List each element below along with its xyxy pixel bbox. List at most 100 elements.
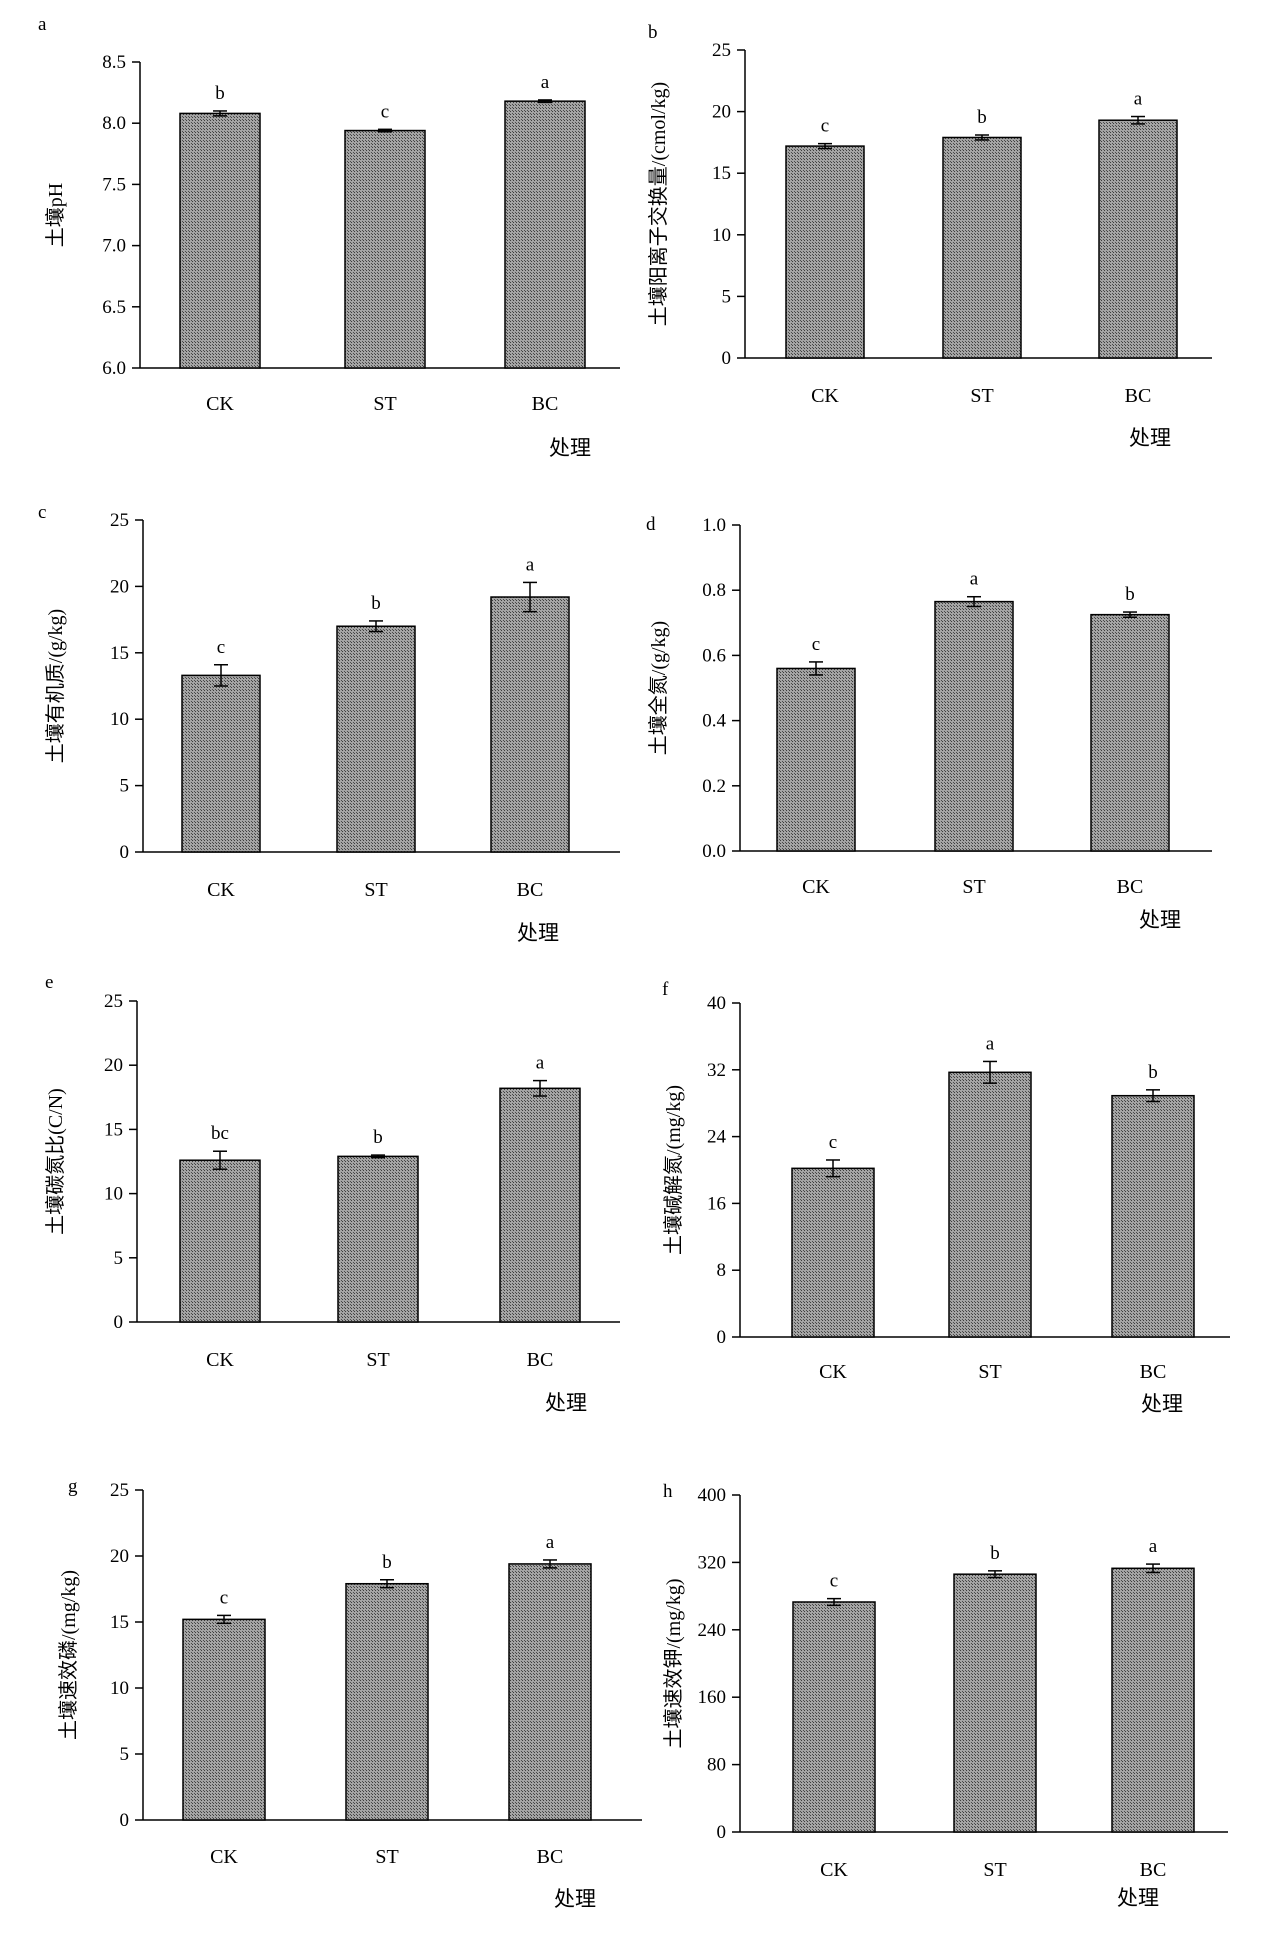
bar-BC [1098, 119, 1178, 359]
significance-label: b [1125, 584, 1135, 605]
bar-BC [1111, 1094, 1195, 1338]
x-tick-label: BC [1117, 876, 1144, 898]
y-tick-label: 15 [110, 643, 129, 664]
x-tick-label: CK [207, 879, 235, 901]
y-tick-label: 20 [110, 1546, 129, 1567]
y-tick-label: 25 [110, 510, 129, 531]
significance-label: c [217, 637, 225, 658]
chart-panel-c: c 0 5 10 15 20 25 c CK b ST a BC 土壤有机质/(g/kg) 处理 [38, 502, 620, 945]
x-tick-label: ST [364, 879, 387, 901]
significance-label: b [371, 593, 381, 614]
significance-label: b [382, 1552, 392, 1573]
y-tick-label: 8.5 [102, 52, 126, 73]
x-tick-label: CK [206, 1349, 234, 1371]
error-bar [818, 142, 832, 150]
significance-label: a [541, 72, 550, 93]
significance-label: a [1134, 89, 1143, 110]
significance-label: bc [211, 1123, 229, 1144]
y-tick-label: 25 [104, 991, 123, 1012]
x-tick-label: ST [983, 1859, 1006, 1881]
y-tick-label: 0.4 [702, 711, 726, 732]
x-axis-label: 处理 [517, 921, 559, 945]
panel-label: b [648, 22, 658, 43]
significance-label: b [990, 1543, 1000, 1564]
y-tick-label: 6.0 [102, 358, 126, 379]
error-bar [1146, 1089, 1160, 1103]
bar-CK [179, 112, 261, 369]
error-bar [809, 661, 823, 676]
chart-panel-e: e 0 5 10 15 20 25 bc CK b ST a BC 土壤碳氮比(C/N) 处理 [44, 972, 620, 1415]
bar-ST [337, 1155, 419, 1323]
y-axis-label: 土壤碳氮比(C/N) [44, 1088, 67, 1235]
error-bar [827, 1597, 841, 1607]
chart-panel-f: f 0 8 16 24 32 40 c CK a ST b BC 土壤碱解氮/(mg/kg) 处理 [662, 979, 1230, 1416]
bar-BC [504, 100, 586, 369]
y-tick-label: 320 [698, 1552, 727, 1573]
panel-label: g [68, 1476, 78, 1497]
x-tick-label: BC [1125, 385, 1152, 407]
x-tick-label: CK [802, 876, 830, 898]
y-tick-label: 15 [712, 163, 731, 184]
x-axis-label: 处理 [1141, 1392, 1183, 1416]
y-tick-label: 0 [717, 1327, 727, 1348]
y-axis-label: 土壤碱解氮/(mg/kg) [662, 1085, 685, 1255]
y-tick-label: 8 [717, 1260, 727, 1281]
error-bar [1131, 115, 1145, 125]
x-tick-label: BC [527, 1349, 554, 1371]
panel-label: a [38, 14, 47, 35]
x-axis-label: 处理 [549, 436, 591, 460]
bar-ST [336, 625, 416, 853]
error-bar [213, 110, 227, 117]
y-tick-label: 0.2 [702, 776, 726, 797]
significance-label: b [1148, 1062, 1158, 1083]
y-tick-label: 25 [712, 40, 731, 61]
bar-ST [345, 1582, 429, 1821]
y-tick-label: 15 [110, 1612, 129, 1633]
y-tick-label: 7.0 [102, 236, 126, 257]
significance-label: a [526, 554, 535, 575]
y-axis-label: 土壤速效磷/(mg/kg) [57, 1570, 80, 1740]
panel-label: c [38, 502, 46, 523]
y-tick-label: 40 [707, 993, 726, 1014]
bar-BC [499, 1087, 581, 1323]
x-axis-label: 处理 [554, 1887, 596, 1911]
chart-panel-b: b 0 5 10 15 20 25 c CK b ST a BC 土壤阳离子交换量/(cmol/kg) 处理 [647, 22, 1212, 450]
error-bar [533, 1079, 547, 1097]
significance-label: c [821, 116, 829, 137]
y-tick-label: 25 [110, 1480, 129, 1501]
y-tick-label: 0 [717, 1822, 727, 1843]
y-axis-label: 土壤全氮/(g/kg) [647, 621, 670, 755]
error-bar [1123, 611, 1137, 619]
error-bar [380, 1579, 394, 1589]
bar-CK [791, 1167, 875, 1338]
y-tick-label: 0.6 [702, 645, 726, 666]
y-tick-label: 10 [712, 225, 731, 246]
significance-label: a [1149, 1536, 1158, 1557]
error-bar [988, 1570, 1002, 1579]
chart-panel-d: d 0.0 0.2 0.4 0.6 0.8 1.0 c CK a ST b BC 土壤全氮/(g/kg) 处… [646, 514, 1212, 932]
significance-label: c [381, 101, 389, 122]
bar-CK [785, 145, 865, 359]
bar-BC [1090, 613, 1170, 852]
y-tick-label: 0 [120, 1810, 130, 1831]
y-tick-label: 20 [104, 1055, 123, 1076]
x-tick-label: BC [532, 393, 559, 415]
significance-label: c [829, 1132, 837, 1153]
y-tick-label: 5 [120, 1744, 130, 1765]
x-tick-label: CK [206, 393, 234, 415]
y-tick-label: 0 [722, 348, 732, 369]
x-tick-label: CK [820, 1859, 848, 1881]
y-axis-label: 土壤阳离子交换量/(cmol/kg) [647, 82, 670, 326]
y-tick-label: 20 [110, 576, 129, 597]
significance-label: c [220, 1587, 228, 1608]
bar-CK [182, 1618, 266, 1821]
error-bar [975, 134, 989, 141]
error-bar [217, 1614, 231, 1625]
y-tick-label: 6.5 [102, 297, 126, 318]
panel-label: e [45, 972, 53, 993]
bar-CK [776, 667, 856, 852]
x-tick-label: BC [537, 1846, 564, 1868]
error-bar [369, 620, 383, 633]
x-tick-label: CK [210, 1846, 238, 1868]
panel-label: h [663, 1481, 673, 1502]
